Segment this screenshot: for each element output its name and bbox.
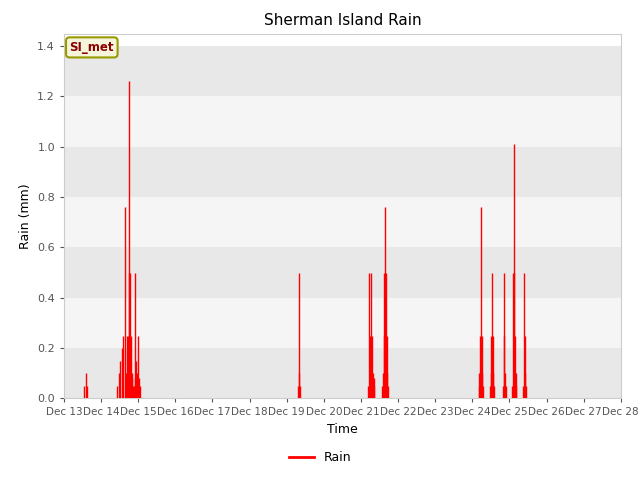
Bar	[64, 248, 621, 298]
Bar	[64, 348, 621, 398]
Text: SI_met: SI_met	[70, 41, 114, 54]
Bar	[64, 96, 621, 147]
Bar	[64, 298, 621, 348]
Title: Sherman Island Rain: Sherman Island Rain	[264, 13, 421, 28]
Bar	[64, 197, 621, 248]
Y-axis label: Rain (mm): Rain (mm)	[19, 183, 31, 249]
Bar	[64, 46, 621, 96]
X-axis label: Time: Time	[327, 423, 358, 436]
Legend: Rain: Rain	[284, 446, 356, 469]
Bar	[64, 147, 621, 197]
